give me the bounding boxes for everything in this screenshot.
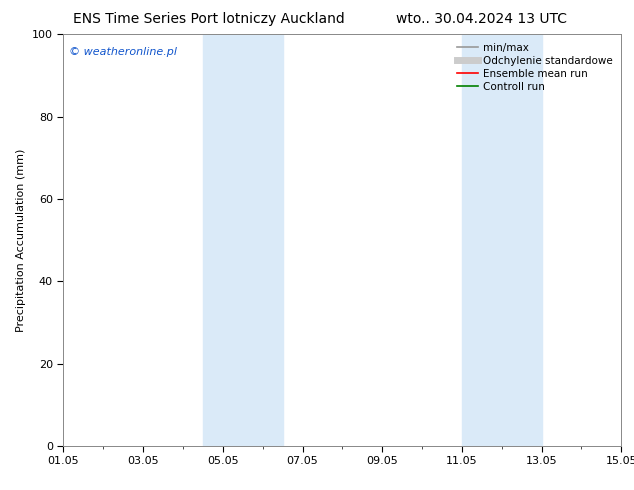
Text: wto.. 30.04.2024 13 UTC: wto.. 30.04.2024 13 UTC — [396, 12, 567, 26]
Text: © weatheronline.pl: © weatheronline.pl — [69, 47, 177, 57]
Bar — [462, 34, 541, 446]
Legend: min/max, Odchylenie standardowe, Ensemble mean run, Controll run: min/max, Odchylenie standardowe, Ensembl… — [454, 40, 616, 95]
Y-axis label: Precipitation Accumulation (mm): Precipitation Accumulation (mm) — [16, 148, 27, 332]
Bar — [203, 34, 283, 446]
Text: ENS Time Series Port lotniczy Auckland: ENS Time Series Port lotniczy Auckland — [74, 12, 345, 26]
